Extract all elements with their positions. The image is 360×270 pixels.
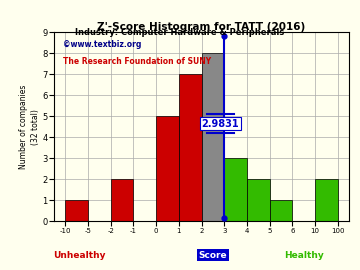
Bar <box>179 75 202 221</box>
Bar <box>270 200 292 221</box>
Text: Unhealthy: Unhealthy <box>53 251 105 259</box>
Bar <box>156 116 179 221</box>
Bar <box>315 179 338 221</box>
Y-axis label: Number of companies
(32 total): Number of companies (32 total) <box>19 85 40 169</box>
Text: ©www.textbiz.org: ©www.textbiz.org <box>63 40 141 49</box>
Text: Score: Score <box>199 251 227 259</box>
Bar <box>111 179 134 221</box>
Text: Industry: Computer Hardware & Peripherals: Industry: Computer Hardware & Peripheral… <box>75 28 285 37</box>
Title: Z'-Score Histogram for TATT (2016): Z'-Score Histogram for TATT (2016) <box>98 22 306 32</box>
Bar <box>224 158 247 221</box>
Text: The Research Foundation of SUNY: The Research Foundation of SUNY <box>63 57 211 66</box>
Bar <box>202 53 224 221</box>
Bar <box>247 179 270 221</box>
Bar <box>66 200 88 221</box>
Text: 2.9831: 2.9831 <box>202 119 239 129</box>
Text: Healthy: Healthy <box>284 251 324 259</box>
